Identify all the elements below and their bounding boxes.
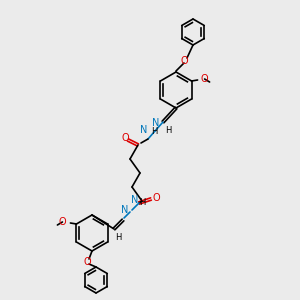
Text: N: N: [121, 205, 129, 215]
Text: H: H: [165, 126, 171, 135]
Text: O: O: [201, 74, 208, 84]
Text: N: N: [131, 195, 139, 205]
Text: O: O: [152, 193, 160, 203]
Text: N: N: [140, 125, 147, 135]
Text: O: O: [180, 56, 188, 66]
Text: O: O: [83, 257, 91, 267]
Text: H: H: [139, 198, 146, 207]
Text: O: O: [59, 217, 66, 227]
Text: H: H: [115, 233, 122, 242]
Text: H: H: [151, 127, 158, 136]
Text: O: O: [121, 133, 129, 143]
Text: N: N: [152, 118, 160, 128]
